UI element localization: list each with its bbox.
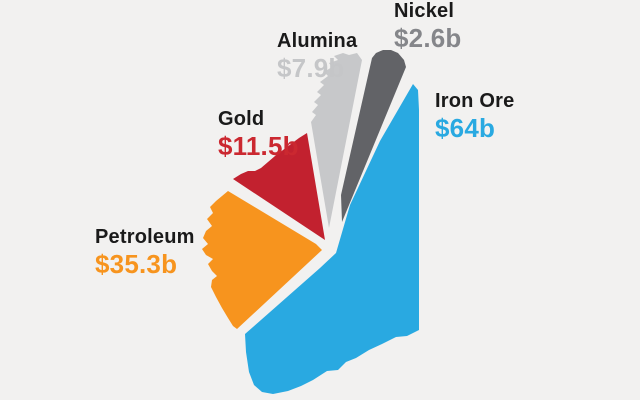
- slice-iron-ore: [245, 84, 419, 394]
- label-alumina: Alumina $7.9b: [277, 30, 358, 83]
- label-nickel: Nickel $2.6b: [394, 0, 462, 53]
- slice-alumina: [311, 53, 362, 228]
- petroleum-value: $35.3b: [95, 248, 178, 279]
- slice-petroleum: [202, 191, 322, 329]
- petroleum-name: Petroleum: [95, 226, 195, 248]
- gold-name: Gold: [218, 108, 265, 130]
- iron-ore-name: Iron Ore: [435, 90, 515, 112]
- gold-value: $11.5b: [218, 130, 299, 161]
- alumina-value: $7.9b: [277, 52, 345, 83]
- slice-gold: [233, 133, 325, 240]
- nickel-value: $2.6b: [394, 22, 462, 53]
- label-gold: Gold $11.5b: [218, 108, 299, 161]
- nickel-name: Nickel: [394, 0, 455, 22]
- iron-ore-value: $64b: [435, 112, 496, 143]
- slice-nickel: [341, 50, 406, 222]
- label-petroleum: Petroleum $35.3b: [95, 226, 195, 279]
- label-iron-ore: Iron Ore $64b: [435, 90, 515, 143]
- alumina-name: Alumina: [277, 30, 358, 52]
